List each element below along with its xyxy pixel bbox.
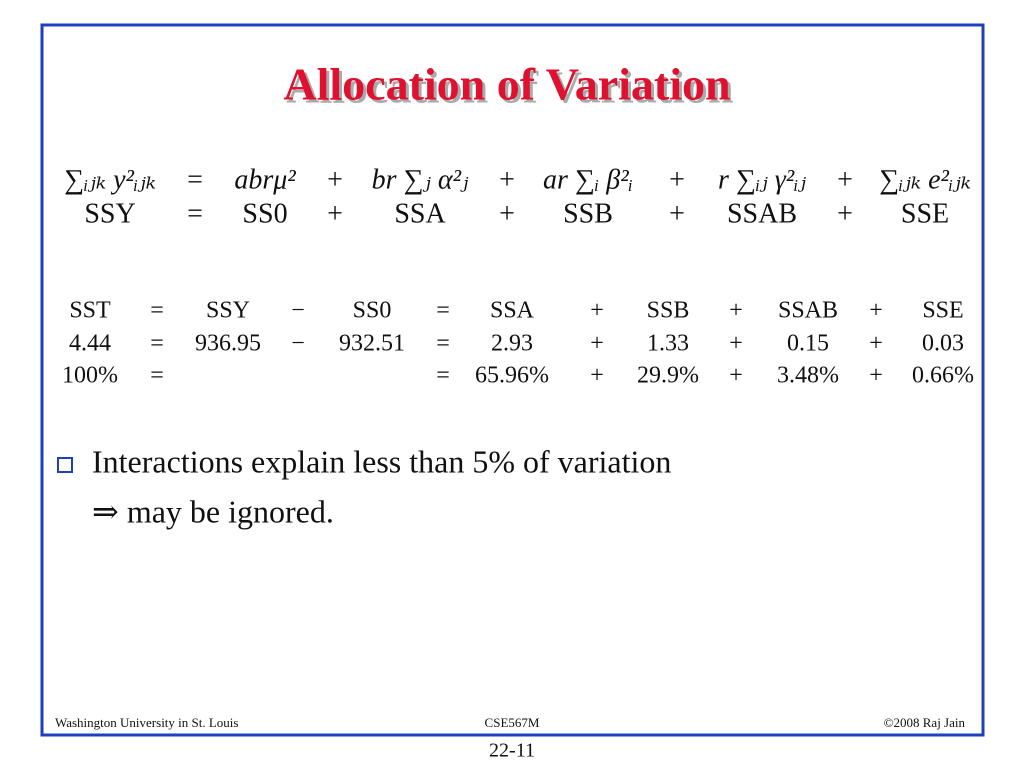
table-cell: SS0 xyxy=(353,298,392,324)
equation-term: SSE xyxy=(901,198,949,229)
equation-term: r ∑ᵢⱼ γ²ᵢⱼ xyxy=(718,164,807,195)
table-cell: 3.48% xyxy=(777,363,839,389)
table-cell: + xyxy=(729,298,743,324)
footer-center: CSE567M xyxy=(485,715,540,730)
equation-term: ar ∑ᵢ β²ᵢ xyxy=(543,164,633,195)
table-cell: 0.03 xyxy=(922,331,964,357)
equation-term: SS0 xyxy=(242,198,287,229)
equation-term: SSA xyxy=(394,198,446,229)
slide-border xyxy=(40,23,985,737)
table-cell: 1.33 xyxy=(647,331,689,357)
equation-term: + xyxy=(837,164,853,195)
equation-term: abrμ² xyxy=(234,164,296,195)
equation-term: ∑ᵢⱼₖ y²ᵢⱼₖ xyxy=(64,164,156,195)
footer-left: Washington University in St. Louis xyxy=(55,715,238,730)
equation-term: + xyxy=(669,164,685,195)
table-cell: + xyxy=(869,363,883,389)
equation-term: + xyxy=(499,198,515,229)
equation-term: SSB xyxy=(563,198,613,229)
table-cell: SSAB xyxy=(778,298,838,324)
table-cell: = xyxy=(436,298,450,324)
table-cell: + xyxy=(590,331,604,357)
table-cell: = xyxy=(436,331,450,357)
table-cell: = xyxy=(150,363,164,389)
equation-term: SSY xyxy=(84,198,135,229)
table-cell: SST xyxy=(69,298,111,324)
table-cell: + xyxy=(590,298,604,324)
footer-right: ©2008 Raj Jain xyxy=(884,715,966,730)
equation-term: + xyxy=(327,198,343,229)
table-cell: 65.96% xyxy=(475,363,549,389)
equation-term: SSAB xyxy=(727,198,797,229)
table-cell: 936.95 xyxy=(195,331,261,357)
equation-term: + xyxy=(499,164,515,195)
bullet-text: Interactions explain less than 5% of var… xyxy=(92,443,671,479)
bullet-text: ⇒ may be ignored. xyxy=(92,493,334,529)
table-cell: + xyxy=(869,331,883,357)
table-cell: = xyxy=(436,363,450,389)
table-cell: 4.44 xyxy=(69,331,111,357)
equation-term: + xyxy=(669,198,685,229)
table-cell: 0.66% xyxy=(912,363,974,389)
equation-term: + xyxy=(837,198,853,229)
table-cell: 932.51 xyxy=(339,331,405,357)
equation-term: = xyxy=(187,198,203,229)
table-cell: SSY xyxy=(206,298,250,324)
title-shadow: Allocation of Variation xyxy=(286,62,733,113)
equation-term: ∑ᵢⱼₖ e²ᵢⱼₖ xyxy=(879,164,971,195)
table-cell: + xyxy=(729,363,743,389)
table-cell: = xyxy=(150,331,164,357)
equation-term: = xyxy=(187,164,203,195)
equation-term: br ∑ⱼ α²ⱼ xyxy=(372,164,469,195)
table-cell: 0.15 xyxy=(787,331,829,357)
table-cell: + xyxy=(869,298,883,324)
equation-term: + xyxy=(327,164,343,195)
table-cell: SSA xyxy=(490,298,535,324)
title: Allocation of Variation xyxy=(283,59,730,110)
table-cell: + xyxy=(590,363,604,389)
table-cell: − xyxy=(291,331,305,357)
table-cell: SSB xyxy=(647,298,690,324)
bullet-icon xyxy=(57,457,73,473)
table-cell: 29.9% xyxy=(637,363,699,389)
table-cell: = xyxy=(150,298,164,324)
table-cell: 100% xyxy=(62,363,118,389)
table-cell: − xyxy=(291,298,305,324)
table-cell: SSE xyxy=(922,298,963,324)
table-cell: 2.93 xyxy=(491,331,533,357)
page-number: 22-11 xyxy=(489,740,535,762)
table-cell: + xyxy=(729,331,743,357)
